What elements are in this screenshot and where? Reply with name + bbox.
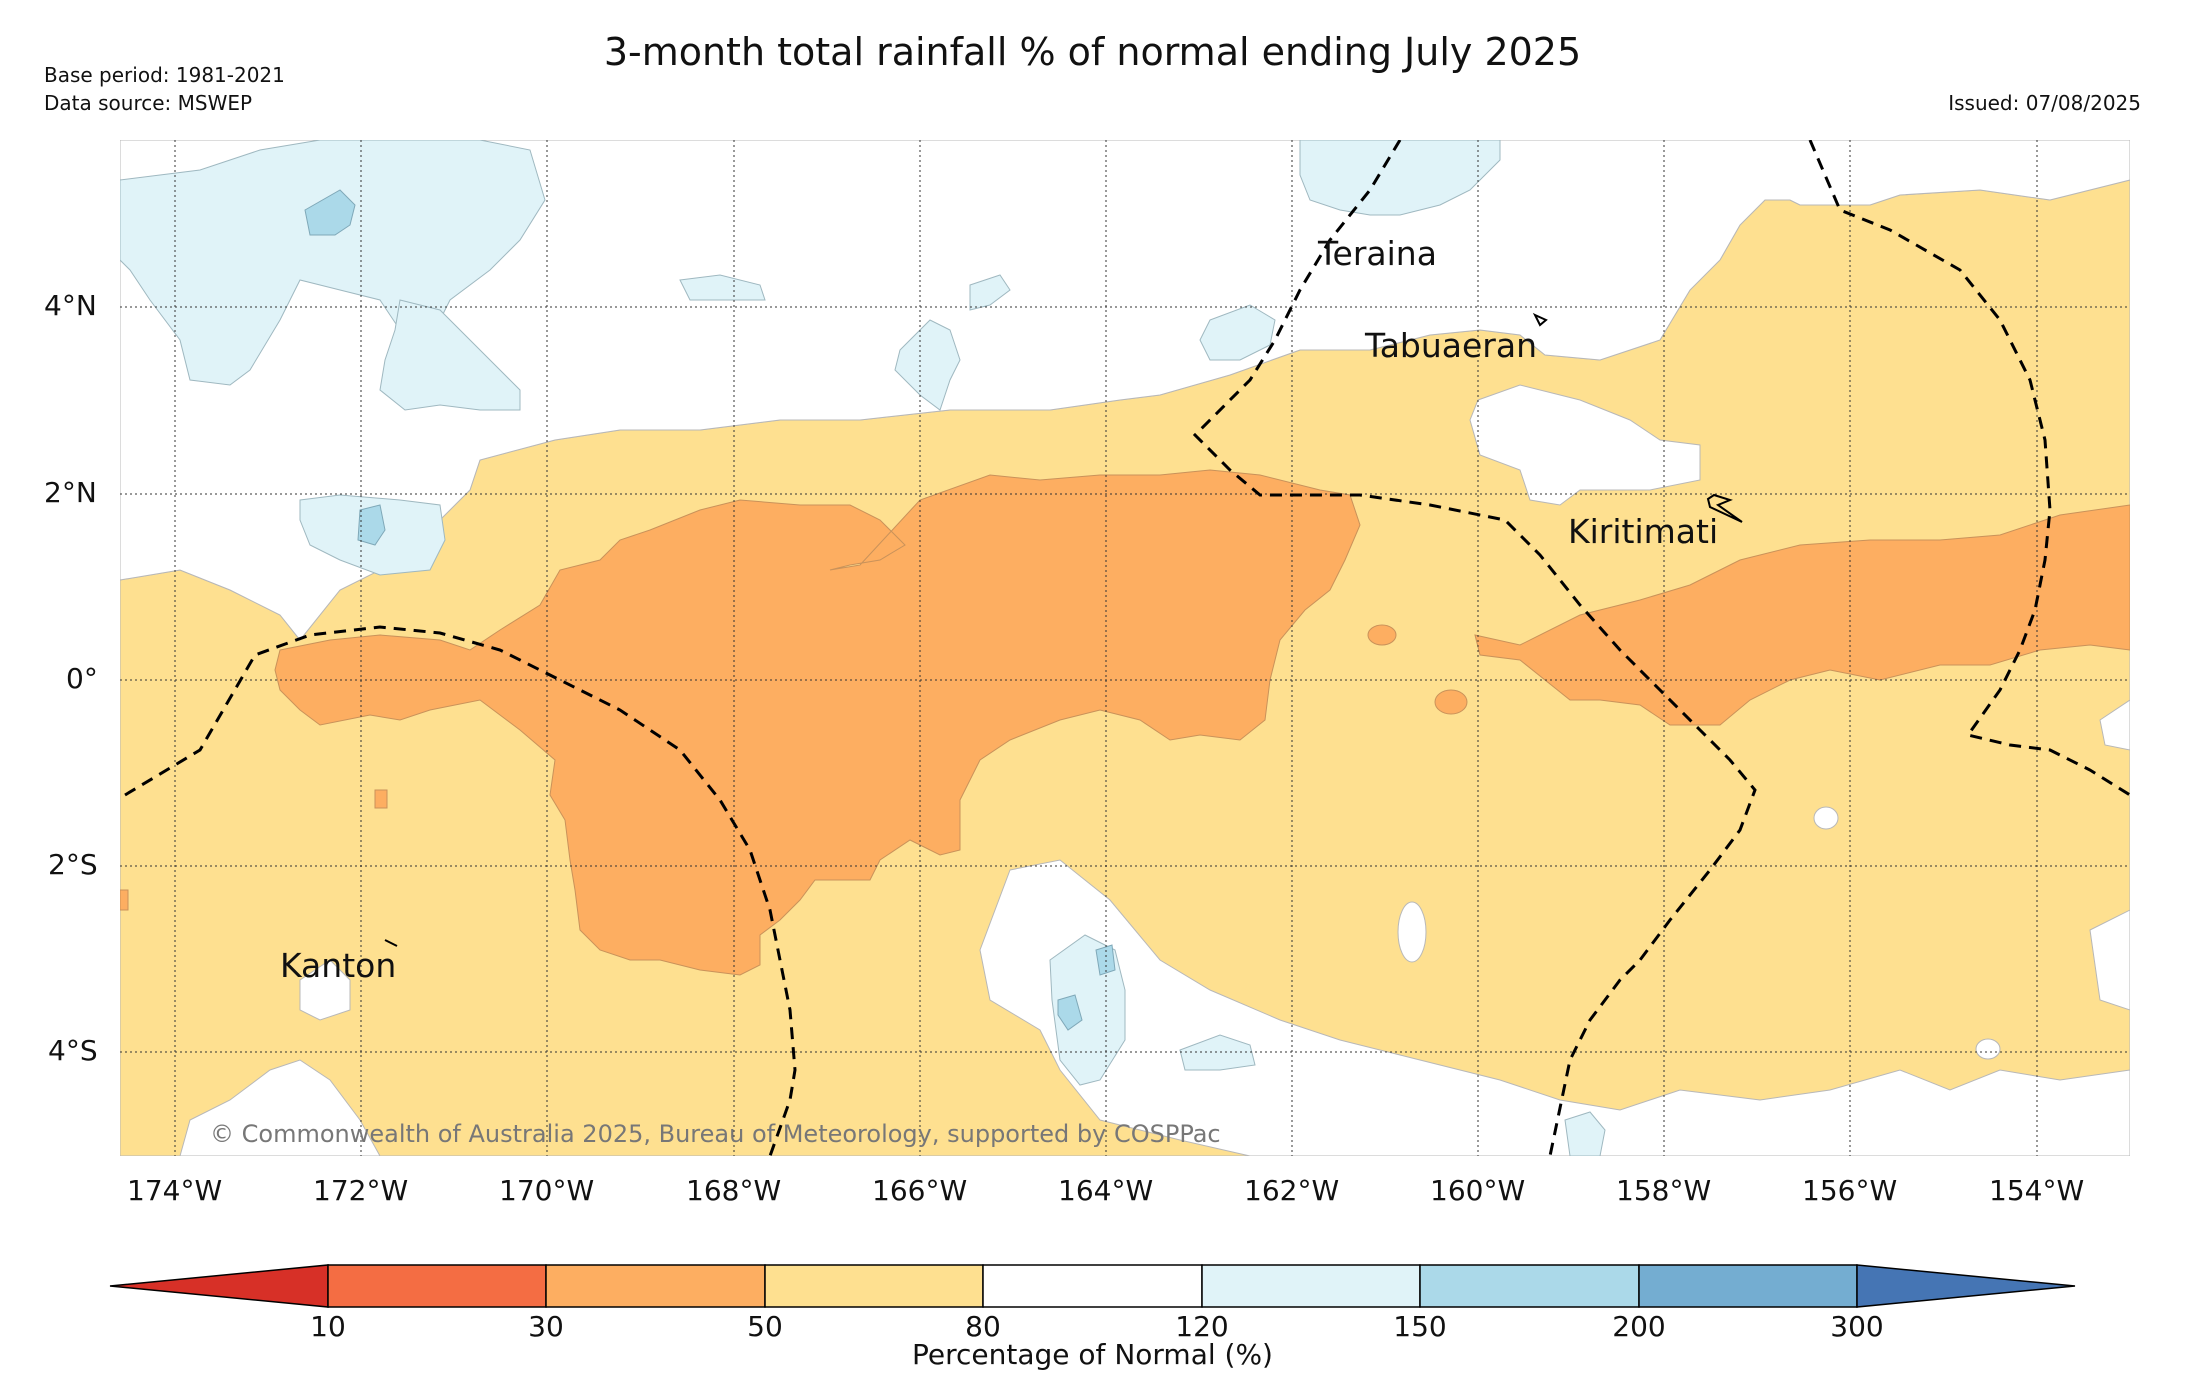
colorbar-label: 50 — [747, 1310, 783, 1343]
area-80-120-islet2 — [1813, 806, 1839, 830]
lon-tick: 154°W — [1989, 1174, 2085, 1207]
lat-tick: 2°S — [48, 848, 98, 881]
area-120-150-nw2 — [379, 299, 521, 411]
lon-tick: 166°W — [872, 1174, 968, 1207]
lon-tick: 174°W — [127, 1174, 223, 1207]
colorbar-title: Percentage of Normal (%) — [912, 1338, 1273, 1371]
colorbar-50-80 — [764, 1264, 984, 1308]
area-120-150-se — [1564, 1111, 1606, 1156]
colorbar-label: 10 — [310, 1310, 346, 1343]
lon-tick: 160°W — [1430, 1174, 1526, 1207]
colorbar-150-200 — [1419, 1264, 1640, 1308]
colorbar-below-10 — [109, 1264, 329, 1308]
map-field — [120, 140, 2130, 1156]
data-source: Data source: MSWEP — [44, 91, 253, 115]
area-120-150-teraina — [1199, 304, 1276, 361]
area-150-200-b — [357, 504, 386, 546]
area-30-50-islet — [1367, 624, 1397, 646]
issued-date: Issued: 07/08/2025 — [1948, 91, 2141, 115]
lat-tick: 0° — [66, 662, 98, 695]
area-80-120-east — [2099, 699, 2130, 751]
islands — [384, 312, 1743, 947]
lon-tick: 170°W — [499, 1174, 595, 1207]
colorbar-label: 150 — [1393, 1310, 1447, 1343]
colorbar-label: 120 — [1175, 1310, 1229, 1343]
colorbar-200-300 — [1638, 1264, 1858, 1308]
copyright-notice: © Commonwealth of Australia 2025, Bureau… — [210, 1120, 1221, 1148]
lon-tick: 168°W — [686, 1174, 782, 1207]
area-80-120-far-sw — [179, 1059, 381, 1156]
area-120-150-mid — [679, 274, 766, 301]
graticule — [120, 140, 2130, 1156]
colorbar-10-30 — [327, 1264, 547, 1308]
kiritimati-outline — [1706, 493, 1743, 523]
area-150-200-a — [304, 189, 356, 236]
label-teraina: Teraina — [1318, 234, 1437, 273]
colorbar-30-50 — [545, 1264, 766, 1308]
area-120-150-south2 — [1179, 1034, 1256, 1071]
lat-tick: 4°N — [44, 289, 97, 322]
colorbar-80-120 — [982, 1264, 1203, 1308]
label-kanton: Kanton — [280, 946, 397, 985]
colorbar-above-300 — [1856, 1264, 2076, 1308]
tabuaeran-outline — [1532, 312, 1548, 327]
area-80-120-tabuaeran — [1469, 384, 1701, 506]
lat-tick: 2°N — [44, 476, 97, 509]
lon-tick: 156°W — [1802, 1174, 1898, 1207]
area-30-50-islet4 — [120, 889, 129, 911]
label-kiritimati: Kiritimati — [1568, 512, 1719, 551]
lon-tick: 158°W — [1616, 1174, 1712, 1207]
area-80-120-islet3 — [1975, 1038, 2001, 1060]
colorbar-label: 200 — [1612, 1310, 1666, 1343]
area-80-120-south — [979, 859, 2130, 1156]
area-80-120-kanton — [299, 959, 351, 1021]
colorbar — [109, 1264, 2076, 1308]
lon-tick: 164°W — [1058, 1174, 1154, 1207]
area-30-50-islet3 — [374, 789, 388, 809]
area-80-120-islet — [1397, 901, 1427, 963]
kanton-outline — [384, 939, 398, 947]
colorbar-label: 80 — [965, 1310, 1001, 1343]
area-30-50-west — [274, 469, 1361, 976]
area-120-150-ne — [1299, 140, 1501, 216]
lon-tick: 172°W — [313, 1174, 409, 1207]
base-period: Base period: 1981-2021 — [44, 63, 285, 87]
colorbar-label: 300 — [1830, 1310, 1884, 1343]
lat-tick: 4°S — [48, 1034, 98, 1067]
colorbar-120-150 — [1201, 1264, 1421, 1308]
map-title: 3-month total rainfall % of normal endin… — [603, 30, 1582, 74]
area-80-120-east2 — [2089, 909, 2130, 1011]
lon-tick: 162°W — [1244, 1174, 1340, 1207]
label-tabuaeran: Tabuaeran — [1365, 326, 1538, 365]
area-150-200-d — [1057, 994, 1083, 1031]
area-120-150-nw — [120, 140, 546, 386]
colorbar-label: 30 — [528, 1310, 564, 1343]
area-120-150-mid3 — [969, 274, 1011, 311]
eez-boundaries — [124, 140, 2130, 1156]
area-120-150-mid2 — [894, 319, 961, 411]
area-30-50-islet2 — [1434, 689, 1468, 715]
